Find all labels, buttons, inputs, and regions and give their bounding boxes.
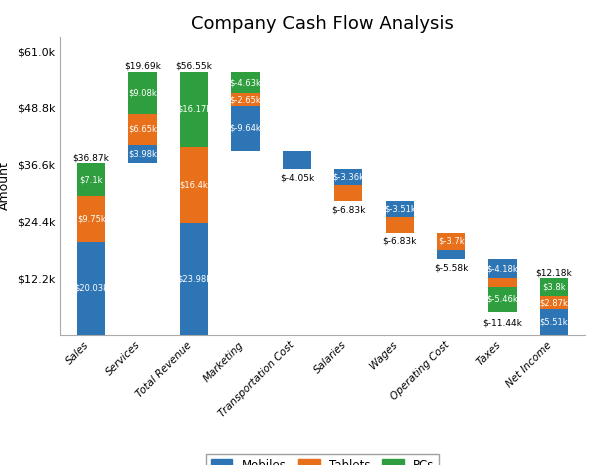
Bar bbox=[488, 278, 517, 286]
Bar bbox=[540, 278, 568, 296]
Bar bbox=[232, 151, 260, 335]
Text: $-9.64k: $-9.64k bbox=[230, 124, 261, 133]
Text: $-6.83k: $-6.83k bbox=[382, 237, 417, 246]
Bar bbox=[283, 169, 311, 335]
Bar bbox=[77, 242, 106, 335]
Text: $6.65k: $6.65k bbox=[128, 125, 157, 134]
Bar bbox=[385, 233, 414, 335]
Text: $2.87k: $2.87k bbox=[540, 298, 569, 307]
Text: $3.98k: $3.98k bbox=[128, 150, 157, 159]
Bar bbox=[488, 259, 517, 278]
Text: $56.55k: $56.55k bbox=[175, 62, 212, 71]
Text: $23.98k: $23.98k bbox=[177, 274, 211, 284]
Bar bbox=[232, 72, 260, 93]
Text: $-5.46k: $-5.46k bbox=[487, 295, 519, 304]
Bar bbox=[180, 147, 208, 223]
Text: $12.18k: $12.18k bbox=[535, 268, 572, 277]
Text: $-3.51k: $-3.51k bbox=[384, 205, 415, 214]
Text: $-4.05k: $-4.05k bbox=[280, 173, 314, 182]
Bar bbox=[385, 218, 414, 233]
Text: $-6.83k: $-6.83k bbox=[331, 205, 365, 214]
Bar bbox=[128, 163, 157, 335]
Bar bbox=[540, 296, 568, 309]
Bar bbox=[334, 169, 362, 185]
Text: $16.4k: $16.4k bbox=[180, 181, 209, 190]
Text: $16.17k: $16.17k bbox=[177, 105, 211, 114]
Legend: Mobiles, Tablets, PCs: Mobiles, Tablets, PCs bbox=[206, 454, 439, 465]
Text: $-4.63k: $-4.63k bbox=[230, 78, 261, 87]
Bar bbox=[437, 259, 466, 335]
Bar bbox=[334, 201, 362, 335]
Bar bbox=[77, 196, 106, 242]
Text: $-11.44k: $-11.44k bbox=[482, 318, 523, 327]
Text: $-2.65k: $-2.65k bbox=[230, 95, 261, 104]
Text: $20.03k: $20.03k bbox=[74, 284, 108, 293]
Bar bbox=[180, 72, 208, 147]
Bar bbox=[77, 163, 106, 196]
Y-axis label: Amount: Amount bbox=[0, 161, 11, 211]
Bar bbox=[488, 286, 517, 312]
Bar bbox=[128, 114, 157, 145]
Bar bbox=[437, 250, 466, 259]
Bar bbox=[488, 312, 517, 335]
Bar bbox=[437, 233, 466, 250]
Text: $9.08k: $9.08k bbox=[128, 88, 157, 97]
Text: $7.1k: $7.1k bbox=[80, 175, 103, 184]
Text: $3.8k: $3.8k bbox=[542, 283, 566, 292]
Bar bbox=[385, 201, 414, 218]
Text: $5.51k: $5.51k bbox=[540, 318, 569, 326]
Bar bbox=[232, 93, 260, 106]
Bar bbox=[180, 223, 208, 335]
Text: $9.75k: $9.75k bbox=[77, 214, 106, 224]
Text: $-4.18k: $-4.18k bbox=[487, 264, 519, 273]
Title: Company Cash Flow Analysis: Company Cash Flow Analysis bbox=[191, 15, 454, 33]
Text: $36.87k: $36.87k bbox=[73, 153, 110, 162]
Text: $-3.36k: $-3.36k bbox=[332, 173, 364, 182]
Text: $-5.58k: $-5.58k bbox=[434, 263, 469, 272]
Bar bbox=[334, 185, 362, 201]
Text: $19.69k: $19.69k bbox=[124, 61, 161, 71]
Bar bbox=[232, 106, 260, 151]
Bar bbox=[128, 145, 157, 163]
Bar bbox=[540, 309, 568, 335]
Bar bbox=[128, 72, 157, 114]
Bar bbox=[283, 151, 311, 169]
Text: $-3.7k: $-3.7k bbox=[438, 237, 464, 246]
